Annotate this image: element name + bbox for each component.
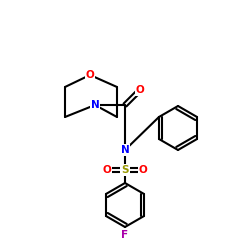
Text: O: O (136, 85, 144, 95)
Text: F: F (122, 230, 128, 240)
Text: N: N (90, 100, 100, 110)
Text: O: O (86, 70, 94, 80)
Text: N: N (120, 145, 130, 155)
Text: O: O (138, 165, 147, 175)
Text: S: S (121, 165, 129, 175)
Text: O: O (103, 165, 112, 175)
